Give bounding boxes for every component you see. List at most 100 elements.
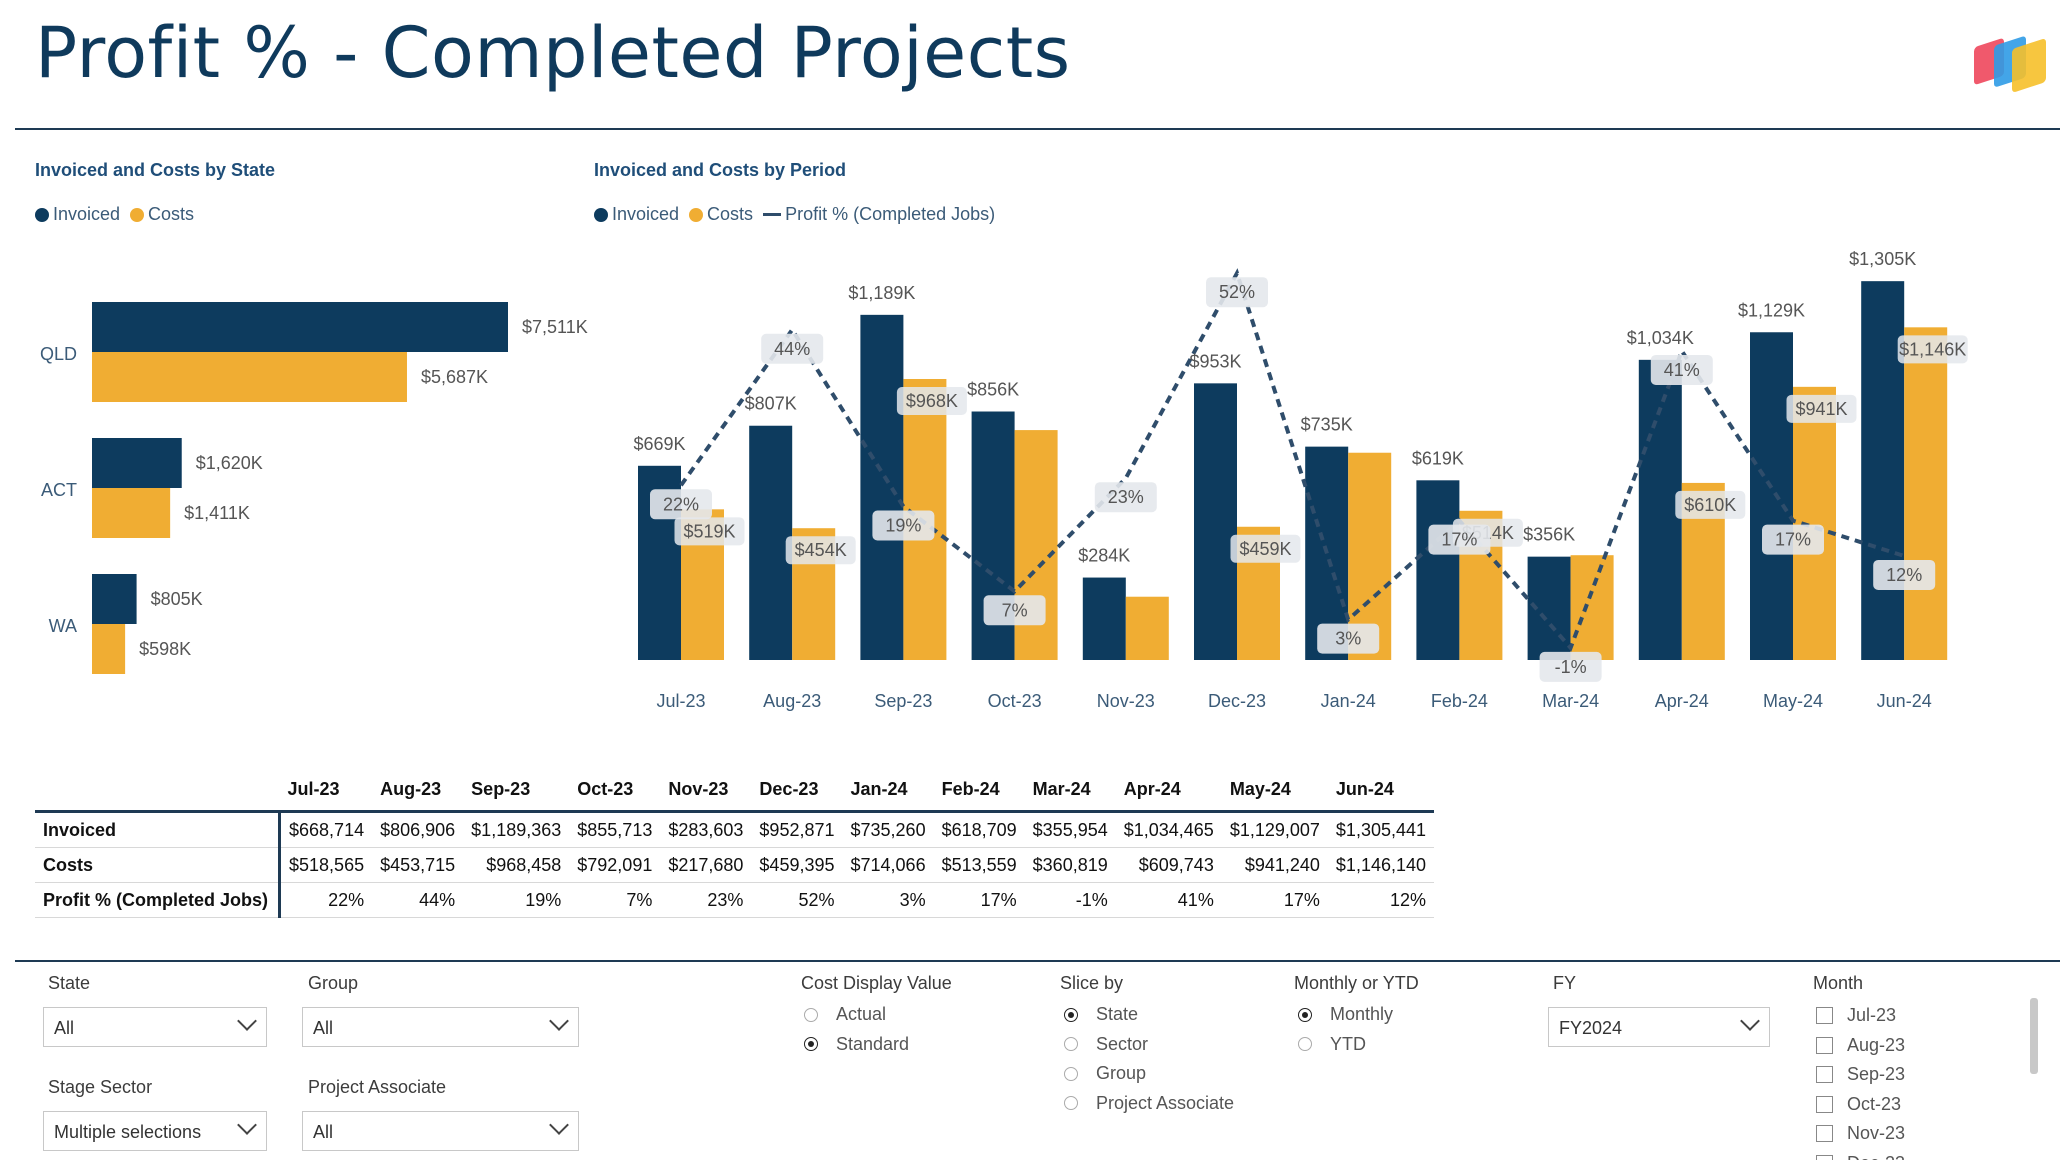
table-column-header[interactable]: Jun-24	[1335, 778, 1394, 799]
radio-option-ytd[interactable]: YTD	[1298, 1034, 1366, 1055]
radio-option-group[interactable]: Group	[1064, 1063, 1146, 1084]
costs-bar[interactable]	[1793, 386, 1836, 660]
table-column-header[interactable]: Dec-23	[759, 778, 819, 799]
costs-bar[interactable]	[1904, 327, 1948, 660]
month-option-jul-23[interactable]: Jul-23	[1816, 1005, 1896, 1026]
radio-option-state[interactable]: State	[1064, 1004, 1138, 1025]
fy-filter-dropdown[interactable]: FY2024	[1548, 1007, 1770, 1047]
invoiced-bar[interactable]	[1750, 332, 1793, 660]
table-cell: $360,819	[1032, 854, 1108, 875]
period-axis-tick: Feb-24	[1431, 691, 1488, 711]
radio-option-sector[interactable]: Sector	[1064, 1034, 1148, 1055]
table-column-header[interactable]: Jan-24	[850, 778, 908, 799]
costs-data-label: $941K	[1795, 399, 1847, 419]
invoiced-bar[interactable]	[1416, 480, 1460, 660]
state-data-label: $7,511K	[522, 317, 588, 337]
invoiced-data-label: $1,034K	[1627, 328, 1694, 348]
radio-option-label: Sector	[1096, 1033, 1149, 1054]
invoiced-bar[interactable]	[1082, 577, 1126, 660]
table-cell: $453,715	[380, 854, 456, 875]
invoiced-bar[interactable]	[860, 314, 904, 660]
radio-button[interactable]	[1298, 1037, 1312, 1051]
monthly-ytd-label: Monthly or YTD	[1294, 973, 1419, 993]
checkbox[interactable]	[1816, 1036, 1833, 1054]
profit-data-label: 17%	[1775, 530, 1811, 550]
project-associate-filter-dropdown[interactable]: All	[302, 1111, 579, 1151]
profit-data-label: 23%	[1108, 487, 1144, 507]
radio-button[interactable]	[804, 1037, 818, 1051]
table-row: Invoiced $668,714 $806,906 $1,189,363 $855,7…	[35, 811, 1435, 848]
period-axis-tick: Jul-23	[656, 691, 705, 711]
costs-bar-qld[interactable]	[92, 352, 407, 402]
slice-by-label: Slice by	[1060, 973, 1124, 993]
table-column-header[interactable]: Nov-23	[668, 778, 729, 799]
radio-button[interactable]	[1064, 1096, 1078, 1110]
invoiced-bar[interactable]	[749, 425, 793, 660]
month-option-aug-23[interactable]: Aug-23	[1816, 1035, 1905, 1056]
costs-data-label: $610K	[1684, 495, 1736, 515]
costs-bar[interactable]	[1014, 430, 1058, 660]
table-column-header[interactable]: Oct-23	[577, 778, 634, 799]
profit-data-label: 12%	[1886, 565, 1922, 585]
radio-button[interactable]	[1064, 1007, 1078, 1022]
profit-data-label: -1%	[1555, 657, 1587, 677]
group-filter-dropdown[interactable]: All	[302, 1007, 579, 1047]
chevron-down-icon	[237, 1115, 257, 1135]
table-cell: $952,871	[759, 819, 835, 840]
invoiced-data-label: $356K	[1523, 525, 1575, 545]
checkbox[interactable]	[1816, 1095, 1833, 1113]
checkbox[interactable]	[1816, 1125, 1833, 1142]
state-filter-dropdown[interactable]: All	[43, 1007, 267, 1047]
table-column-header[interactable]: Jul-23	[287, 778, 340, 799]
month-option-sep-23[interactable]: Sep-23	[1816, 1064, 1905, 1085]
table-cell: 7%	[626, 889, 653, 910]
costs-bar-act[interactable]	[92, 488, 171, 538]
invoiced-bar-wa[interactable]	[92, 574, 137, 624]
state-category-label: QLD	[40, 344, 77, 364]
table-column-header[interactable]: Mar-24	[1032, 778, 1091, 799]
invoiced-bar[interactable]	[1194, 383, 1237, 660]
table-cell: $1,129,007	[1229, 819, 1320, 840]
radio-option-actual[interactable]: Actual	[804, 1004, 886, 1025]
stage-sector-filter-value: Multiple selections	[54, 1122, 202, 1142]
checkbox[interactable]	[1816, 1007, 1833, 1024]
legend-invoiced-label: Invoiced	[612, 204, 680, 224]
state-data-label: $1,411K	[184, 503, 250, 523]
state-category-label: WA	[49, 616, 77, 636]
month-list-scrollbar[interactable]	[2030, 998, 2038, 1074]
costs-bar[interactable]	[1570, 555, 1614, 660]
table-column-header[interactable]: Apr-24	[1123, 778, 1181, 799]
table-cell: $513,559	[941, 854, 1017, 875]
period-axis-tick: Mar-24	[1542, 691, 1599, 711]
table-cell: 44%	[419, 889, 456, 910]
radio-option-monthly[interactable]: Monthly	[1298, 1004, 1393, 1025]
table-column-header[interactable]: Feb-24	[941, 778, 1000, 799]
table-column-header[interactable]: Aug-23	[380, 778, 442, 799]
radio-button[interactable]	[1298, 1007, 1312, 1022]
costs-label-bg	[896, 386, 967, 415]
invoiced-bar-qld[interactable]	[92, 302, 508, 352]
profit-label-bg	[1873, 559, 1936, 590]
month-option-oct-23[interactable]: Oct-23	[1816, 1094, 1901, 1115]
costs-bar-wa[interactable]	[92, 624, 126, 674]
radio-option-label: Group	[1096, 1063, 1147, 1083]
chevron-down-icon	[1740, 1011, 1760, 1031]
radio-option-project-associate[interactable]: Project Associate	[1064, 1093, 1234, 1114]
stage-sector-filter-dropdown[interactable]: Multiple selections	[43, 1111, 267, 1151]
month-option-nov-23[interactable]: Nov-23	[1816, 1123, 1905, 1144]
table-column-header[interactable]: Sep-23	[471, 778, 531, 799]
radio-button[interactable]	[1064, 1066, 1078, 1081]
radio-button[interactable]	[804, 1007, 818, 1022]
invoiced-bar-act[interactable]	[92, 438, 182, 488]
costs-bar[interactable]	[1125, 596, 1169, 660]
table-column-header[interactable]: May-24	[1229, 778, 1291, 799]
radio-option-label: YTD	[1330, 1033, 1366, 1054]
checkbox[interactable]	[1816, 1066, 1833, 1083]
radio-option-standard[interactable]: Standard	[804, 1034, 909, 1055]
profit-data-label: 22%	[663, 494, 699, 514]
month-option-dec-23[interactable]: Dec-23	[1816, 1153, 1905, 1160]
radio-button[interactable]	[1064, 1037, 1078, 1051]
checkbox[interactable]	[1816, 1154, 1833, 1160]
invoiced-bar[interactable]	[1861, 281, 1905, 660]
